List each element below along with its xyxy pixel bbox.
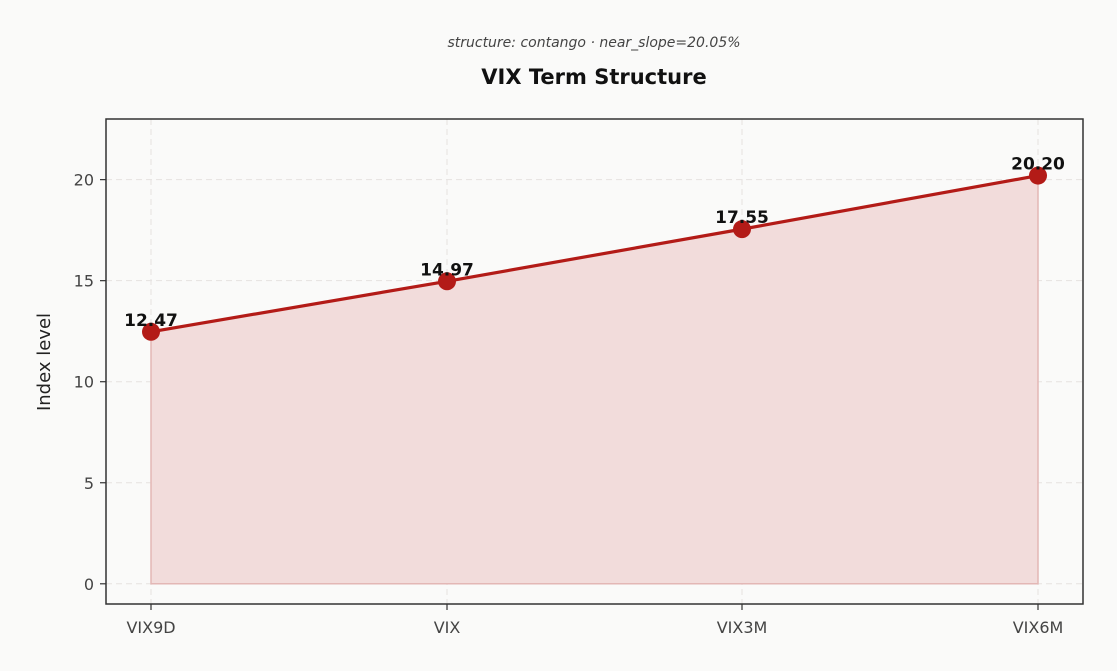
plot-frame bbox=[105, 118, 1084, 605]
series-line bbox=[150, 174, 1039, 334]
data-label-vix: 14.97 bbox=[420, 260, 474, 280]
x-tick-label-vix3m: VIX3M bbox=[717, 618, 768, 637]
y-tick-label: 10 bbox=[74, 373, 94, 392]
chart-subtitle: structure: contango · near_slope=20.05% bbox=[447, 35, 740, 51]
y-tick-label: 5 bbox=[84, 474, 94, 493]
x-tick-label-vix9d: VIX9D bbox=[126, 618, 175, 637]
data-point-vix3m bbox=[733, 220, 751, 239]
y-tick-label: 15 bbox=[74, 272, 94, 291]
data-point-vix bbox=[438, 272, 456, 291]
chart-title: VIX Term Structure bbox=[481, 65, 706, 89]
data-label-vix3m: 17.55 bbox=[715, 208, 769, 228]
x-tick-label-vix: VIX bbox=[434, 618, 461, 637]
data-labels: 12.47 14.97 17.55 20.20 bbox=[124, 155, 1065, 331]
y-tick-label: 0 bbox=[84, 575, 94, 594]
data-label-vix6m: 20.20 bbox=[1011, 155, 1065, 175]
y-axis-label: Index level bbox=[34, 313, 55, 411]
y-axis: 0 5 10 15 20 bbox=[74, 171, 106, 594]
data-point-vix6m bbox=[1029, 166, 1047, 185]
x-tick-label-vix6m: VIX6M bbox=[1013, 618, 1064, 637]
area-fill bbox=[150, 174, 1039, 585]
markers bbox=[142, 166, 1047, 341]
data-point-vix9d bbox=[142, 322, 160, 341]
x-axis: VIX9D VIX VIX3M VIX6M bbox=[126, 604, 1063, 637]
y-tick-label: 20 bbox=[74, 171, 94, 190]
data-label-vix9d: 12.47 bbox=[124, 311, 178, 331]
